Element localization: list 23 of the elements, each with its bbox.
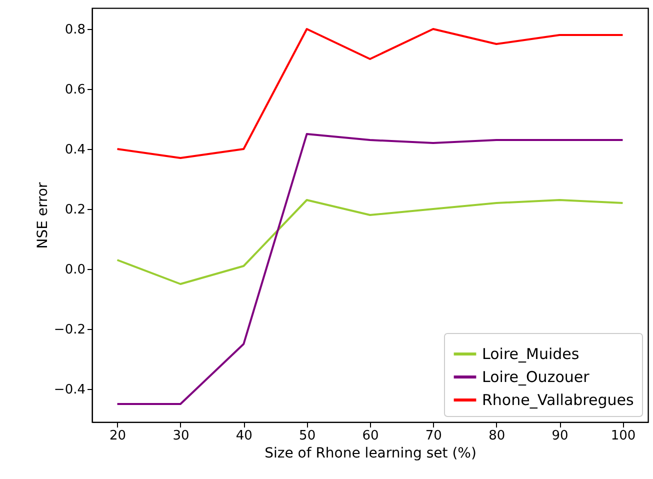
legend-label: Rhone_Vallabregues bbox=[482, 391, 634, 409]
x-tick-label: 70 bbox=[425, 428, 442, 444]
y-tick-label: −0.4 bbox=[54, 382, 86, 398]
y-tick-label: −0.2 bbox=[54, 322, 86, 338]
x-tick-label: 30 bbox=[172, 428, 190, 444]
x-tick-label: 40 bbox=[236, 428, 252, 444]
x-tick-label: 90 bbox=[552, 428, 568, 444]
y-tick-label: 0.6 bbox=[64, 82, 86, 98]
legend-label: Loire_Ouzouer bbox=[482, 368, 590, 386]
line-series bbox=[116, 28, 624, 159]
y-tick-label: 0.8 bbox=[64, 22, 86, 38]
x-tick-label: 50 bbox=[299, 428, 316, 444]
x-tick-label: 100 bbox=[610, 428, 636, 444]
y-tick-label: 0.2 bbox=[64, 202, 86, 218]
x-tick-label: 60 bbox=[362, 428, 379, 444]
y-axis-title: NSE error bbox=[34, 182, 51, 249]
legend-label: Loire_Muides bbox=[482, 345, 580, 363]
x-axis-title: Size of Rhone learning set (%) bbox=[264, 446, 476, 462]
line-series bbox=[116, 199, 624, 285]
y-tick-label: 0.4 bbox=[64, 142, 86, 158]
y-tick-label: 0.0 bbox=[64, 262, 86, 278]
x-tick-label: 80 bbox=[488, 428, 506, 444]
x-tick-label: 20 bbox=[110, 428, 126, 444]
